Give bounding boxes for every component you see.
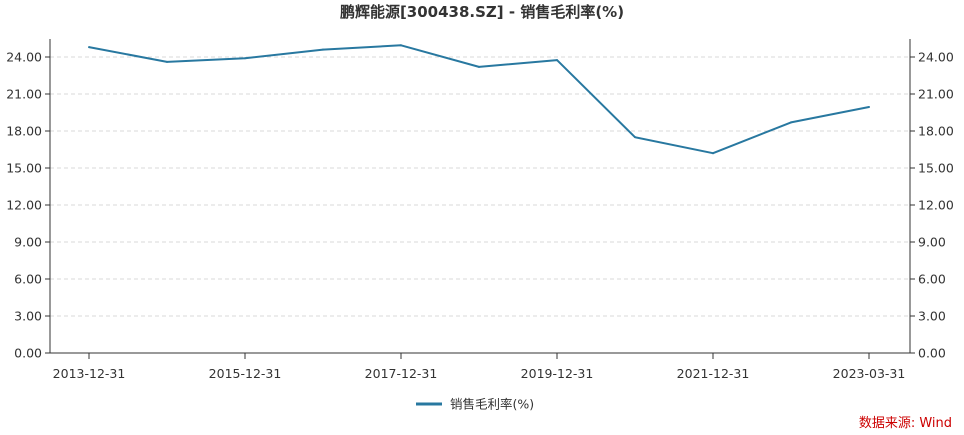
data-point — [244, 57, 246, 60]
right-y-tick-label: 3.00 — [918, 309, 946, 324]
right-y-tick-label: 6.00 — [918, 272, 946, 287]
source-note: 数据来源: Wind — [859, 416, 952, 431]
left-y-tick-label: 3.00 — [14, 309, 42, 324]
data-point — [478, 65, 480, 68]
grid-lines — [50, 56, 910, 317]
left-y-tick-labels: 0.00 3.00 6.00 9.00 12.00 15.00 18.00 21.00 24.0… — [6, 50, 50, 361]
legend-label: 销售毛利率(%) — [450, 397, 534, 412]
right-y-tick-label: 18.00 — [918, 124, 954, 139]
left-y-tick-label: 0.00 — [14, 346, 42, 361]
x-tick-label: 2021-12-31 — [677, 366, 750, 381]
x-tick-label: 2019-12-31 — [521, 366, 594, 381]
left-y-tick-label: 24.00 — [6, 50, 42, 65]
data-point — [322, 48, 324, 51]
legend[interactable]: 销售毛利率(%) — [416, 397, 534, 412]
left-y-tick-label: 9.00 — [14, 235, 42, 250]
left-y-tick-label: 12.00 — [6, 198, 42, 213]
right-y-tick-labels: 0.00 3.00 6.00 9.00 12.00 15.00 18.00 21.00 24.0… — [910, 50, 954, 361]
right-y-tick-label: 0.00 — [918, 346, 946, 361]
data-point — [790, 121, 792, 124]
left-y-tick-label: 15.00 — [6, 161, 42, 176]
series-line-0 — [88, 44, 870, 155]
x-tick-label: 2015-12-31 — [209, 366, 282, 381]
x-tick-labels: 2013-12-31 2015-12-31 2017-12-31 2019-12-31… — [53, 353, 906, 381]
axes — [49, 39, 911, 354]
data-point — [634, 136, 636, 139]
x-tick-label: 2017-12-31 — [365, 366, 438, 381]
x-tick-label: 2023-03-31 — [833, 366, 906, 381]
right-y-tick-label: 24.00 — [918, 50, 954, 65]
left-y-tick-label: 6.00 — [14, 272, 42, 287]
data-point — [712, 152, 714, 155]
left-y-tick-label: 18.00 — [6, 124, 42, 139]
x-tick-label: 2013-12-31 — [53, 366, 126, 381]
data-point — [88, 46, 90, 49]
data-point — [868, 105, 870, 108]
data-point — [556, 59, 558, 62]
chart-title: 鹏辉能源[300438.SZ] - 销售毛利率(%) — [340, 3, 624, 21]
right-y-tick-label: 21.00 — [918, 87, 954, 102]
data-point — [400, 44, 402, 47]
left-y-tick-label: 21.00 — [6, 87, 42, 102]
right-y-tick-label: 15.00 — [918, 161, 954, 176]
right-y-tick-label: 12.00 — [918, 198, 954, 213]
series-lines — [88, 44, 870, 155]
right-y-tick-label: 9.00 — [918, 235, 946, 250]
data-point — [166, 60, 168, 63]
